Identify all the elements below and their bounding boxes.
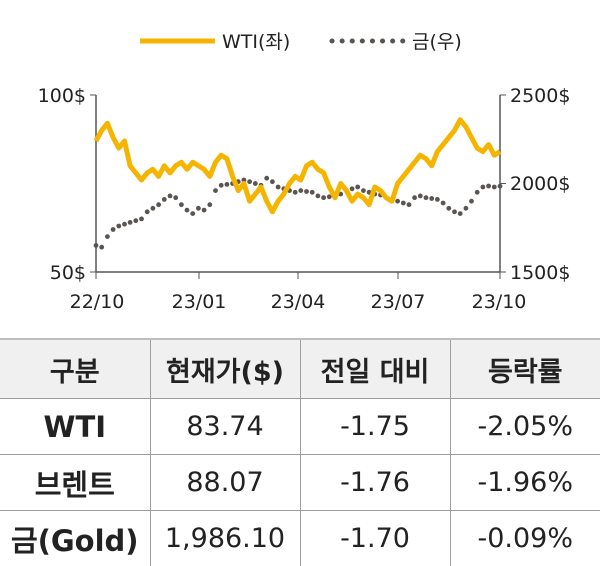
gold-point bbox=[310, 190, 315, 195]
header-change: 전일 대비 bbox=[300, 339, 450, 399]
gold-point bbox=[247, 179, 252, 184]
gold-point bbox=[486, 184, 491, 189]
gold-point bbox=[276, 185, 281, 190]
table-row: WTI 83.74 -1.75 -2.05% bbox=[0, 399, 600, 455]
gold-point bbox=[202, 208, 207, 213]
gold-point bbox=[213, 188, 218, 193]
row-change: -1.75 bbox=[300, 399, 450, 455]
series-layer bbox=[94, 120, 503, 250]
right-tick-label-1500: 1500$ bbox=[510, 262, 570, 284]
gold-point bbox=[111, 227, 116, 232]
gold-point bbox=[304, 189, 309, 194]
gold-point bbox=[128, 220, 133, 225]
gold-point bbox=[401, 201, 406, 206]
gold-point bbox=[316, 194, 321, 199]
gold-point bbox=[350, 186, 355, 191]
gold-point bbox=[298, 188, 303, 193]
right-tick-label-2500: 2500$ bbox=[510, 85, 570, 107]
gold-point bbox=[446, 206, 451, 211]
gold-point bbox=[321, 195, 326, 200]
price-table: 구분 현재가($) 전일 대비 등락률 WTI 83.74 -1.75 -2.0… bbox=[0, 338, 600, 566]
row-price: 88.07 bbox=[150, 455, 300, 511]
gold-point bbox=[173, 195, 178, 200]
gold-point bbox=[94, 243, 99, 248]
gold-point bbox=[185, 208, 190, 213]
oil-gold-chart: WTI(좌) 금(우) 100$ 50$ 2500$ 2000$ 1500$ 2… bbox=[0, 0, 600, 330]
gold-point bbox=[418, 194, 423, 199]
left-tick-label-100: 100$ bbox=[38, 85, 86, 107]
table-header-row: 구분 현재가($) 전일 대비 등락률 bbox=[0, 339, 600, 399]
gold-point bbox=[407, 202, 412, 207]
gold-point bbox=[475, 190, 480, 195]
gold-point bbox=[395, 199, 400, 204]
gold-point bbox=[270, 179, 275, 184]
row-label: WTI bbox=[0, 399, 150, 455]
gold-point bbox=[435, 197, 440, 202]
gold-point bbox=[225, 182, 230, 187]
gold-point bbox=[105, 234, 110, 239]
gold-point bbox=[139, 217, 144, 222]
right-tick-label-2000: 2000$ bbox=[510, 173, 570, 195]
gold-point bbox=[99, 245, 104, 250]
gold-point bbox=[207, 202, 212, 207]
x-ticks: 22/10 23/01 23/04 23/07 23/10 bbox=[70, 272, 527, 313]
gold-point bbox=[458, 211, 463, 216]
gold-point bbox=[162, 197, 167, 202]
gold-point bbox=[492, 185, 497, 190]
row-price: 1,986.10 bbox=[150, 511, 300, 566]
legend-gold-label: 금(우) bbox=[412, 31, 462, 53]
x-tick-label-4: 23/10 bbox=[472, 291, 527, 313]
wti-line bbox=[96, 120, 500, 212]
row-label: 금(Gold) bbox=[0, 511, 150, 566]
legend: WTI(좌) 금(우) bbox=[140, 31, 462, 53]
header-category: 구분 bbox=[0, 339, 150, 399]
gold-point bbox=[196, 206, 201, 211]
row-rate: -2.05% bbox=[450, 399, 600, 455]
gold-point bbox=[481, 185, 486, 190]
gold-point bbox=[429, 196, 434, 201]
gold-point bbox=[412, 195, 417, 200]
gold-point bbox=[116, 224, 121, 229]
table-row: 브렌트 88.07 -1.76 -1.96% bbox=[0, 455, 600, 511]
row-rate: -0.09% bbox=[450, 511, 600, 566]
x-tick-label-3: 23/07 bbox=[371, 291, 426, 313]
gold-point bbox=[151, 206, 156, 211]
header-rate: 등락률 bbox=[450, 339, 600, 399]
header-price: 현재가($) bbox=[150, 339, 300, 399]
gold-point bbox=[464, 206, 469, 211]
gold-point bbox=[355, 185, 360, 190]
row-rate: -1.96% bbox=[450, 455, 600, 511]
gold-series bbox=[94, 176, 503, 250]
gold-point bbox=[145, 209, 150, 214]
row-change: -1.76 bbox=[300, 455, 450, 511]
gold-point bbox=[293, 190, 298, 195]
gold-point bbox=[190, 211, 195, 216]
row-price: 83.74 bbox=[150, 399, 300, 455]
gold-point bbox=[133, 218, 138, 223]
gold-point bbox=[179, 202, 184, 207]
gold-point bbox=[441, 201, 446, 206]
gold-point bbox=[156, 202, 161, 207]
x-tick-label-2: 23/04 bbox=[271, 291, 326, 313]
gold-point bbox=[424, 195, 429, 200]
gold-point bbox=[219, 183, 224, 188]
x-tick-label-1: 23/01 bbox=[172, 291, 227, 313]
gold-point bbox=[168, 194, 173, 199]
gold-point bbox=[253, 181, 258, 186]
gold-point bbox=[264, 176, 269, 181]
gold-point bbox=[469, 199, 474, 204]
row-label: 브렌트 bbox=[0, 455, 150, 511]
gold-point bbox=[498, 184, 503, 189]
row-change: -1.70 bbox=[300, 511, 450, 566]
left-tick-label-50: 50$ bbox=[50, 262, 86, 284]
x-tick-label-0: 22/10 bbox=[70, 291, 125, 313]
gold-point bbox=[361, 188, 366, 193]
legend-wti-label: WTI(좌) bbox=[222, 31, 290, 53]
gold-point bbox=[452, 209, 457, 214]
gold-point bbox=[122, 222, 127, 227]
table-row: 금(Gold) 1,986.10 -1.70 -0.09% bbox=[0, 511, 600, 566]
wti-series bbox=[96, 120, 500, 212]
